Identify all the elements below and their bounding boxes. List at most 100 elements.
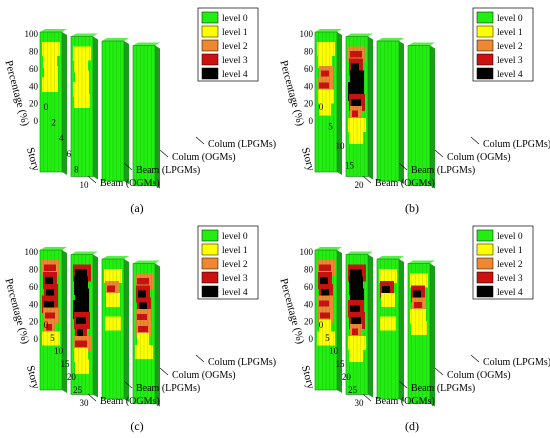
legend-label: level 4 xyxy=(497,70,523,80)
x-tick-label: 2 xyxy=(51,118,56,128)
plate-face xyxy=(101,40,125,182)
damage-cell xyxy=(319,300,329,307)
damage-cell xyxy=(135,344,153,359)
plate-top xyxy=(346,33,373,37)
damage-cell xyxy=(352,110,358,117)
series-plate xyxy=(101,38,129,184)
plate-top xyxy=(346,251,373,255)
plate-side xyxy=(368,254,373,398)
plate-side xyxy=(430,45,435,189)
damage-cell xyxy=(381,292,395,307)
plate-side xyxy=(93,36,98,180)
x-tick-label: 0 xyxy=(319,102,324,112)
series-label-tick xyxy=(434,149,444,158)
legend: level 0 level 1 level 2 level 3 level 4 xyxy=(472,7,534,82)
legend-label: level 2 xyxy=(497,42,523,52)
plate-side xyxy=(368,36,373,180)
legend-swatch xyxy=(476,243,494,256)
legend-swatch xyxy=(201,53,219,66)
y-tick-label: 80 xyxy=(29,265,39,275)
series-label: Colum (OGMs) xyxy=(172,370,236,381)
x-tick-label: 30 xyxy=(355,398,365,408)
y-tick-label: 80 xyxy=(29,47,39,57)
series-label: Beam (OGMs) xyxy=(100,178,160,189)
damage-cell xyxy=(319,82,329,89)
x-tick-label: 6 xyxy=(67,149,72,159)
damage-cell xyxy=(44,300,54,308)
legend-label: level 1 xyxy=(497,246,523,256)
plate-side xyxy=(337,250,342,393)
plate-top xyxy=(40,247,67,250)
series-label: Beam (LPGMs) xyxy=(136,165,200,176)
damage-cell xyxy=(76,317,86,325)
x-tick-label: 4 xyxy=(59,133,64,143)
damage-cell xyxy=(105,316,121,331)
series-plate xyxy=(132,260,160,407)
x-axis-label: Story xyxy=(24,146,42,173)
legend: level 0 level 1 level 2 level 3 level 4 xyxy=(472,225,534,300)
damage-cell xyxy=(45,312,55,319)
plate-top xyxy=(408,260,435,264)
series-label: Colum (LPGMs) xyxy=(483,357,550,368)
damage-cell xyxy=(42,42,60,57)
x-tick-label: 10 xyxy=(80,180,90,190)
y-tick-label: 20 xyxy=(304,99,314,109)
plate-top xyxy=(40,29,67,32)
damage-cell xyxy=(76,281,84,290)
plate-top xyxy=(71,33,98,37)
damage-cell xyxy=(410,273,428,288)
damage-cell xyxy=(349,347,363,362)
series-plate xyxy=(345,33,373,180)
legend-swatch xyxy=(476,25,494,38)
x-tick-label: 8 xyxy=(74,164,79,174)
plate-side xyxy=(124,259,129,402)
x-tick-label: 10 xyxy=(336,141,346,151)
damage-cell xyxy=(43,53,57,68)
legend-swatch xyxy=(201,271,219,284)
damage-cell xyxy=(413,290,421,298)
legend-label: level 0 xyxy=(497,14,523,24)
chart-panel: Beam (OGMs) Beam (LPGMs) Colum (OGMs) Colum… xyxy=(277,7,550,215)
x-tick-label: 0 xyxy=(44,102,49,112)
damage-cell xyxy=(77,329,83,336)
damage-cell xyxy=(350,51,362,58)
series-label: Colum (OGMs) xyxy=(447,152,511,163)
y-tick-label: 60 xyxy=(29,282,39,292)
plate-side xyxy=(155,263,160,407)
damage-cell xyxy=(106,292,120,307)
legend-swatch xyxy=(476,229,494,242)
damage-cell xyxy=(351,317,361,325)
y-tick-label: 60 xyxy=(29,64,39,74)
x-tick-label: 20 xyxy=(67,372,77,382)
plate-side xyxy=(399,259,404,402)
damage-cell xyxy=(73,82,89,97)
legend-label: level 1 xyxy=(497,28,523,38)
legend-label: level 2 xyxy=(222,42,248,52)
legend-swatch xyxy=(476,271,494,284)
series-label: Beam (LPGMs) xyxy=(411,165,475,176)
damage-cell xyxy=(107,285,115,292)
damage-cell xyxy=(74,58,88,73)
damage-cell xyxy=(318,89,334,104)
series-label-tick xyxy=(195,354,205,363)
x-tick-label: 10 xyxy=(54,346,64,356)
damage-cell xyxy=(382,286,390,293)
legend-label: level 4 xyxy=(497,288,523,298)
panel-label: (c) xyxy=(130,419,143,433)
plate-side xyxy=(337,32,342,175)
plate-side xyxy=(93,254,98,398)
series-plate xyxy=(376,256,404,402)
damage-cell xyxy=(352,75,360,84)
damage-cell xyxy=(75,359,89,374)
chart-panel: Beam (OGMs) Beam (LPGMs) Colum (OGMs) Colum… xyxy=(277,225,550,433)
series-label-tick xyxy=(123,162,133,171)
damage-cell xyxy=(321,288,329,296)
legend-swatch xyxy=(476,67,494,80)
legend-swatch xyxy=(476,39,494,52)
y-tick-label: 100 xyxy=(25,247,39,257)
legend-swatch xyxy=(201,11,219,24)
series-label-tick xyxy=(398,162,408,171)
legend-label: level 1 xyxy=(222,246,248,256)
legend-label: level 4 xyxy=(222,288,248,298)
chart-panel: Beam (OGMs) Beam (LPGMs) Colum (OGMs) Colum… xyxy=(2,7,276,215)
